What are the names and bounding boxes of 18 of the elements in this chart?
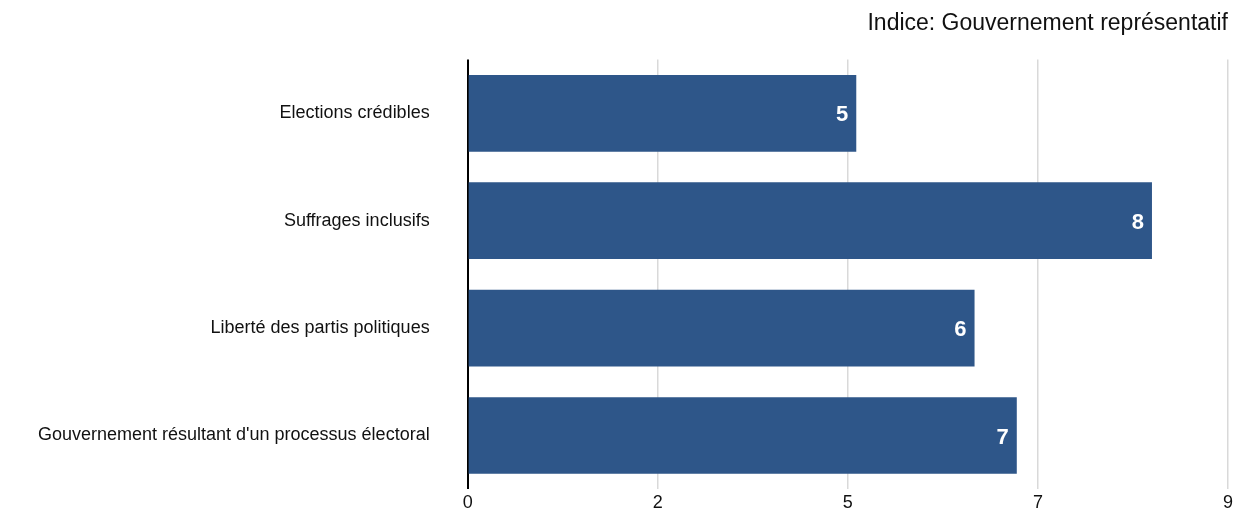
y-tick-label: Gouvernement résultant d'un processus électoral — [37, 424, 430, 445]
x-tick-label: 0 — [462, 491, 473, 512]
chart-title: Indice: Gouvernement représentatif — [867, 9, 1229, 36]
bar — [468, 74, 857, 152]
data-label: 8 — [1131, 208, 1144, 234]
x-tick-label: 2 — [652, 491, 663, 512]
x-tick-label: 7 — [1032, 491, 1043, 512]
y-tick-label: Liberté des partis politiques — [210, 317, 430, 338]
x-tick-label: 9 — [1222, 491, 1234, 512]
data-label: 5 — [836, 101, 849, 127]
bar — [468, 397, 1017, 474]
bar — [468, 182, 1152, 260]
data-label: 6 — [954, 316, 967, 342]
bar — [468, 289, 975, 367]
x-tick-label: 5 — [842, 491, 853, 512]
y-tick-label: Elections crédibles — [279, 102, 430, 123]
data-label: 7 — [996, 423, 1009, 449]
y-tick-label: Suffrages inclusifs — [283, 209, 430, 230]
